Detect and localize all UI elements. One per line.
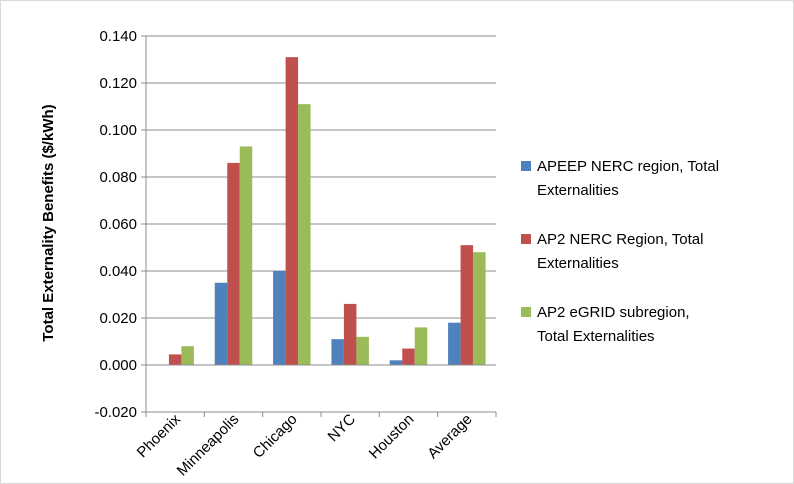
bar bbox=[227, 162, 240, 365]
y-tick-label: 0.080 bbox=[99, 169, 137, 186]
bar bbox=[460, 245, 474, 365]
bar bbox=[285, 57, 299, 366]
bar bbox=[168, 354, 182, 365]
y-tick-label: -0.020 bbox=[94, 404, 137, 421]
bar bbox=[331, 339, 344, 365]
bar bbox=[239, 146, 253, 365]
legend-swatch bbox=[521, 161, 531, 171]
bar bbox=[214, 282, 228, 365]
y-tick-label: 0.020 bbox=[99, 310, 137, 327]
y-axis-title: Total Externality Benefits ($/kWh) bbox=[40, 104, 57, 341]
legend-label: Externalities bbox=[537, 255, 619, 272]
bar bbox=[298, 104, 311, 366]
bar bbox=[473, 252, 486, 365]
bar bbox=[273, 271, 286, 365]
y-tick-labels: -0.020 0.000 0.020 0.040 0.060 0.080 0.100 0.12… bbox=[94, 28, 137, 421]
axes bbox=[145, 36, 497, 417]
x-category-label: Houston bbox=[366, 411, 418, 463]
x-category-label: NYC bbox=[325, 411, 360, 446]
bar bbox=[414, 327, 428, 365]
y-tick-label: 0.000 bbox=[99, 357, 137, 374]
bar bbox=[389, 360, 403, 365]
y-tick-label: 0.120 bbox=[99, 75, 137, 92]
x-category-label: Chicago bbox=[250, 411, 301, 462]
y-tick-label: 0.060 bbox=[99, 216, 137, 233]
bar bbox=[356, 336, 369, 365]
bar bbox=[343, 303, 357, 365]
legend-label: APEEP NERC region, Total bbox=[537, 158, 719, 175]
legend: APEEP NERC region, Total Externalities AP2… bbox=[521, 158, 719, 345]
bar bbox=[402, 348, 415, 365]
legend-label: Total Externalities bbox=[537, 328, 655, 345]
y-tick-label: 0.100 bbox=[99, 122, 137, 139]
bar bbox=[181, 346, 194, 365]
legend-label: AP2 NERC Region, Total bbox=[537, 231, 703, 248]
legend-swatch bbox=[521, 234, 531, 244]
legend-label: Externalities bbox=[537, 182, 619, 199]
x-category-label: Phoenix bbox=[134, 410, 185, 461]
y-tick-label: 0.040 bbox=[99, 263, 137, 280]
x-category-label: Average bbox=[424, 411, 475, 462]
y-tick-label: 0.140 bbox=[99, 28, 137, 45]
gridlines bbox=[141, 35, 496, 413]
bars bbox=[168, 57, 486, 366]
legend-swatch bbox=[521, 307, 531, 317]
bar bbox=[448, 322, 461, 365]
legend-label: AP2 eGRID subregion, bbox=[537, 304, 690, 321]
x-category-label: Minneapolis bbox=[174, 411, 243, 480]
